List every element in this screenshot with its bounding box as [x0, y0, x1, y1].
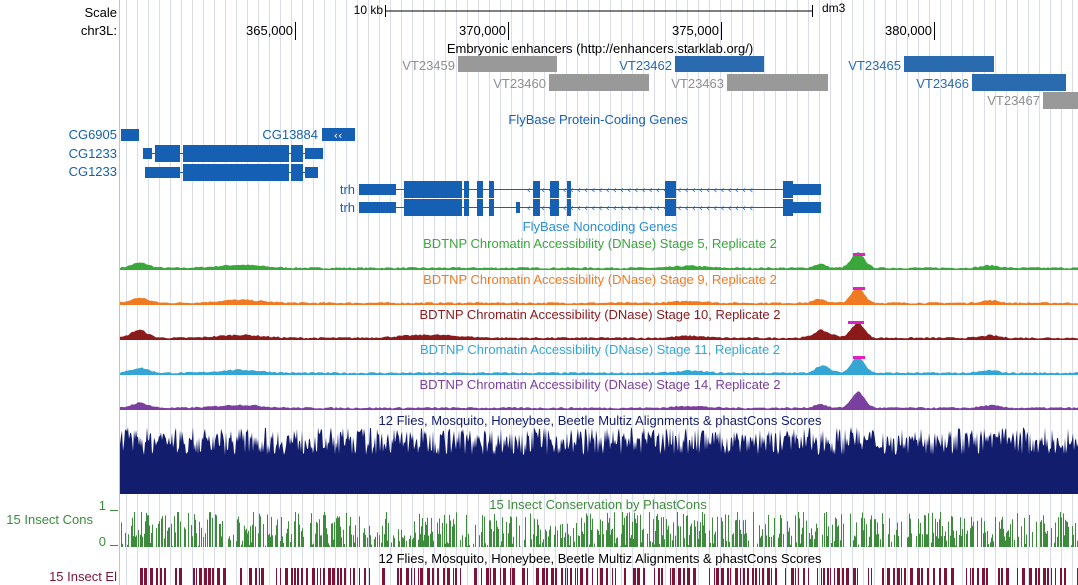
dnase-track-title: BDTNP Chromatin Accessibility (DNase) St… [419, 307, 780, 322]
gene-label-cg1233[interactable]: CG1233 [69, 146, 117, 161]
strand-arrows-icon: ‹‹ [334, 129, 343, 142]
gene-cg1233-b[interactable] [145, 164, 318, 181]
scale-label: Scale [84, 5, 117, 20]
gene-label-cg13884[interactable]: CG13884 [262, 127, 318, 142]
gene-cg13884[interactable] [322, 128, 355, 141]
dnase-stage10-track[interactable]: BDTNP Chromatin Accessibility (DNase) St… [120, 307, 1078, 340]
dnase-track-title: BDTNP Chromatin Accessibility (DNase) St… [423, 236, 777, 251]
enhancer-label[interactable]: VT23460 [493, 76, 546, 91]
dnase-track-title: BDTNP Chromatin Accessibility (DNase) St… [420, 342, 780, 357]
strand-arrows-icon: ‹ ‹ ‹ ‹ ‹ ‹ ‹ ‹ ‹ ‹ ‹ ‹ ‹ ‹ ‹ ‹ ‹ ‹ ‹ ‹ … [527, 203, 754, 214]
multiz-track[interactable]: 12 Flies, Mosquito, Honeybee, Beetle Mul… [120, 413, 1078, 494]
dnase-signal[interactable] [120, 357, 1078, 374]
elements-track-title: 12 Flies, Mosquito, Honeybee, Beetle Mul… [379, 551, 822, 566]
scale-bar [385, 5, 813, 17]
conservation-track-title: 15 Insect Conservation by PhastCons [489, 497, 707, 512]
enhancer-block[interactable] [972, 74, 1066, 91]
enhancer-label[interactable]: VT23467 [987, 93, 1040, 108]
gene-label-cg1233[interactable]: CG1233 [69, 164, 117, 179]
peak-marker [853, 356, 865, 359]
chrom-label: chr3L: [81, 23, 117, 38]
conservation-signal[interactable] [121, 512, 1078, 547]
multiz-track-title: 12 Flies, Mosquito, Honeybee, Beetle Mul… [379, 413, 822, 428]
axis-max-label: 1 [99, 498, 106, 513]
multiz-signal[interactable] [120, 427, 1078, 494]
ruler-tick-label: 375,000 [672, 23, 719, 38]
enhancer-block[interactable] [458, 56, 557, 72]
dnase-signal[interactable] [120, 287, 1078, 304]
gene-trh-a[interactable] [359, 181, 821, 198]
peak-marker [848, 321, 864, 324]
scale-bar-label: 10 kb [354, 3, 384, 17]
ruler-tick-label: 380,000 [885, 23, 932, 38]
elements-side-label[interactable]: 15 Insect El [49, 569, 117, 584]
protein-coding-track-title: FlyBase Protein-Coding Genes [508, 112, 688, 127]
enhancer-label[interactable]: VT23465 [848, 58, 901, 73]
enhancer-block[interactable] [1043, 92, 1078, 109]
dnase-stage14-track[interactable]: BDTNP Chromatin Accessibility (DNase) St… [120, 377, 1078, 410]
ruler-tick-label: 370,000 [459, 23, 506, 38]
strand-arrows-icon: ‹ ‹ ‹ ‹ ‹ ‹ ‹ ‹ ‹ ‹ ‹ ‹ ‹ ‹ ‹ ‹ ‹ ‹ ‹ ‹ … [527, 185, 754, 196]
enhancer-label[interactable]: VT23462 [619, 58, 672, 73]
dnase-signal[interactable] [120, 252, 1078, 269]
protein-coding-genes-track[interactable]: FlyBase Protein-Coding Genes CG6905 CG13… [69, 112, 821, 216]
peak-marker [853, 253, 865, 256]
dnase-stage11-track[interactable]: BDTNP Chromatin Accessibility (DNase) St… [120, 342, 1078, 375]
enhancer-block[interactable] [549, 74, 649, 91]
enhancer-label[interactable]: VT23459 [402, 58, 455, 73]
dnase-stage5-track[interactable]: BDTNP Chromatin Accessibility (DNase) St… [120, 236, 1078, 270]
peak-marker [853, 287, 865, 290]
dnase-signal[interactable] [120, 322, 1078, 340]
gene-label-trh[interactable]: trh [340, 200, 355, 215]
conserved-elements-track[interactable]: 12 Flies, Mosquito, Honeybee, Beetle Mul… [49, 551, 1078, 585]
ruler-tick-label: 365,000 [246, 23, 293, 38]
dnase-track-title: BDTNP Chromatin Accessibility (DNase) St… [419, 377, 780, 392]
enhancers-track[interactable]: Embryonic enhancers (http://enhancers.st… [402, 41, 1078, 109]
gene-trh-b[interactable] [359, 199, 821, 216]
gene-cg6905[interactable] [121, 129, 139, 141]
conservation-side-label[interactable]: 15 Insect Cons [6, 512, 93, 527]
enhancer-block[interactable] [904, 56, 994, 72]
enhancers-track-title: Embryonic enhancers (http://enhancers.st… [447, 41, 753, 56]
noncoding-track-title: FlyBase Noncoding Genes [523, 219, 678, 234]
enhancer-block[interactable] [727, 74, 828, 91]
enhancer-block[interactable] [675, 56, 764, 72]
assembly-label: dm3 [822, 1, 846, 15]
dnase-signal[interactable] [120, 391, 1078, 409]
gene-cg1233-a[interactable] [143, 145, 323, 162]
dnase-stage9-track[interactable]: BDTNP Chromatin Accessibility (DNase) St… [120, 272, 1078, 305]
conservation-track[interactable]: 15 Insect Conservation by PhastCons 15 I… [6, 497, 1078, 549]
dnase-track-title: BDTNP Chromatin Accessibility (DNase) St… [423, 272, 777, 287]
axis-min-label: 0 [99, 534, 106, 549]
ruler-ticks: 365,000 370,000 375,000 380,000 [246, 22, 935, 40]
gene-label-cg6905[interactable]: CG6905 [69, 127, 117, 142]
enhancer-label[interactable]: VT23463 [671, 76, 724, 91]
gene-label-trh[interactable]: trh [340, 182, 355, 197]
conserved-elements-bars[interactable] [140, 568, 1078, 585]
enhancer-label[interactable]: VT23466 [916, 76, 969, 91]
